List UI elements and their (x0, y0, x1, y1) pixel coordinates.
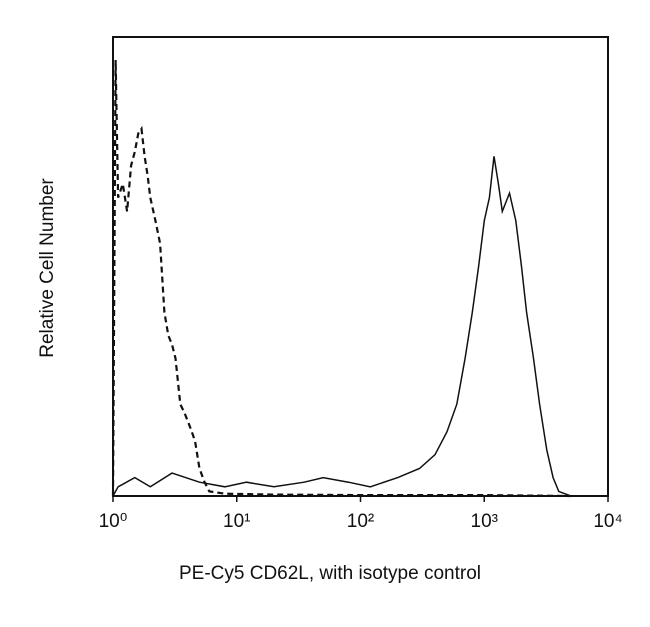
x-tick-label: 10⁴ (593, 511, 622, 532)
histogram-line (111, 59, 571, 498)
x-tick-label: 10³ (471, 511, 498, 532)
plot-frame (112, 36, 609, 497)
x-axis-label: PE-Cy5 CD62L, with isotype control (179, 563, 481, 584)
y-axis-label: Relative Cell Number (37, 178, 58, 358)
x-tick-label: 10⁰ (99, 511, 128, 532)
x-tick-label: 10¹ (223, 511, 250, 532)
histogram-line (112, 156, 571, 497)
x-tick-label: 10² (347, 511, 374, 532)
